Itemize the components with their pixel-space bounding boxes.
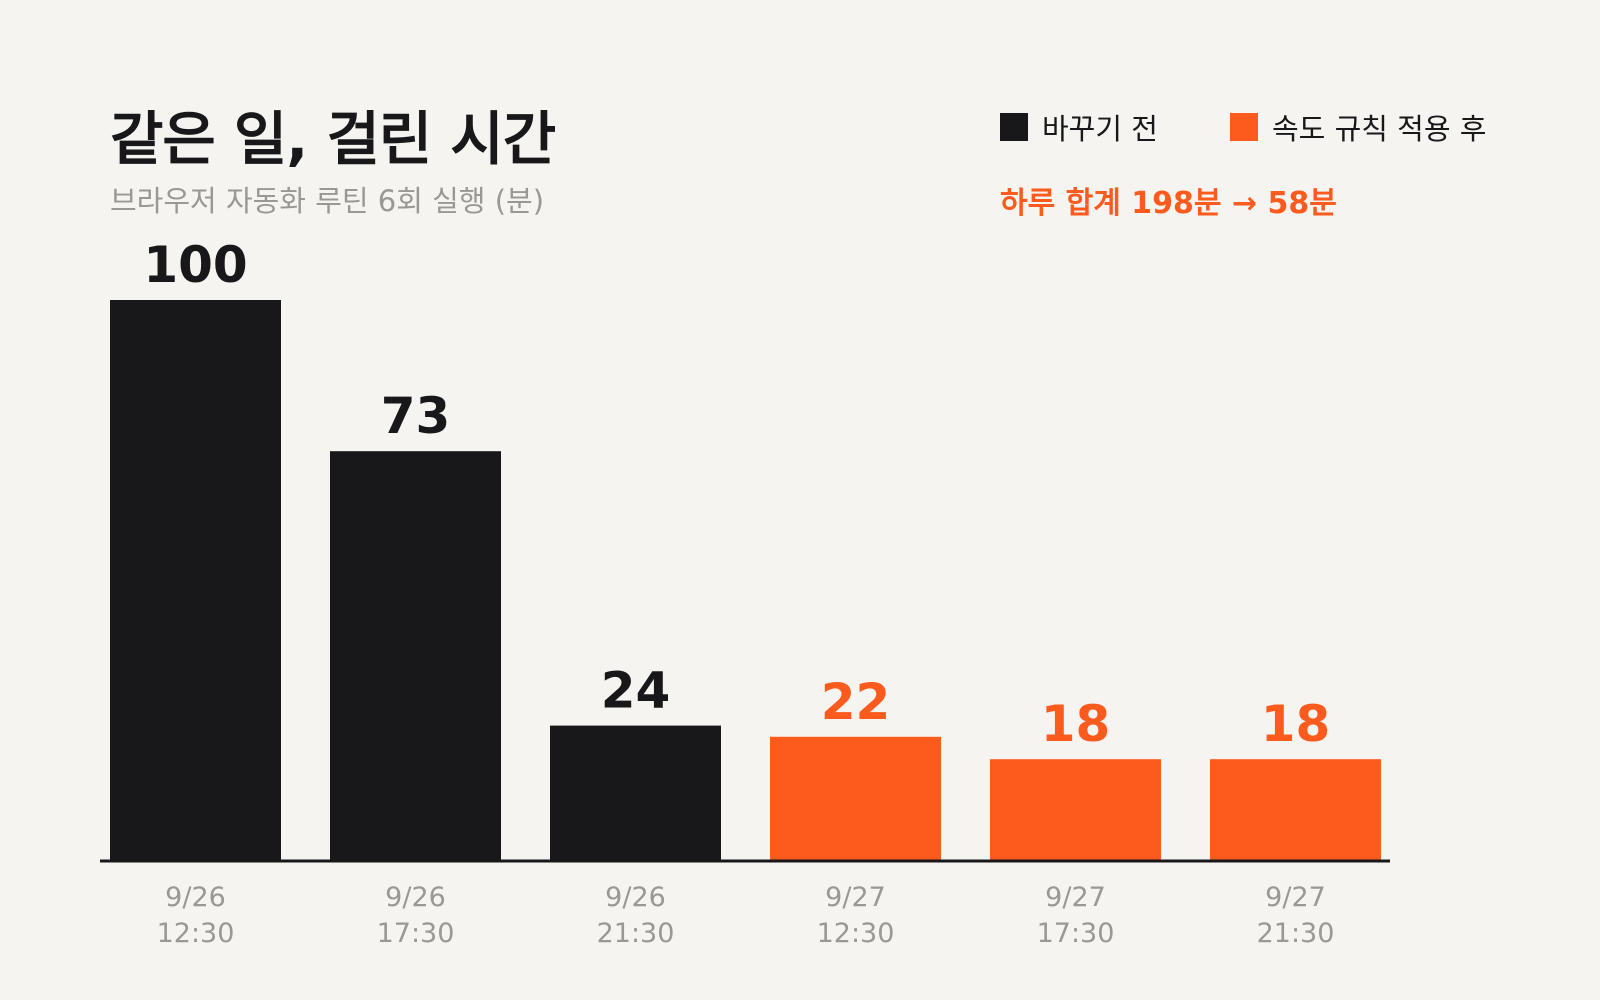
x-tick-time-1: 12:30 (157, 918, 235, 949)
legend-label-before: 바꾸기 전 (1042, 112, 1158, 146)
bar-4 (770, 736, 941, 860)
x-tick-time-5: 17:30 (1037, 918, 1115, 949)
bar-value-label-2: 73 (381, 387, 451, 445)
bar-6 (1210, 759, 1381, 860)
x-tick-time-2: 17:30 (377, 918, 455, 949)
x-tick-time-6: 21:30 (1257, 918, 1335, 949)
x-tick-date-1: 9/26 (165, 882, 226, 913)
legend-item-before: 바꾸기 전 (1000, 106, 1158, 148)
bar-value-label-3: 24 (601, 662, 671, 720)
bar-3 (550, 725, 721, 860)
summary-text: 하루 합계 198분 → 58분 (1000, 186, 1337, 221)
legend-item-after: 속도 규칙 적용 후 (1230, 106, 1486, 148)
chart-subtitle: 브라우저 자동화 루틴 6회 실행 (분) (110, 184, 545, 218)
x-tick-date-4: 9/27 (825, 882, 886, 913)
x-tick-date-3: 9/26 (605, 882, 666, 913)
bar-value-label-5: 18 (1041, 695, 1111, 753)
bar-value-label-4: 22 (821, 673, 891, 731)
chart-title: 같은 일, 걸린 시간 (110, 105, 556, 173)
bar-1 (110, 300, 281, 860)
bar-2 (330, 451, 501, 860)
legend-swatch-before (1000, 113, 1028, 141)
legend-swatch-after (1230, 113, 1258, 141)
x-tick-time-4: 12:30 (817, 918, 895, 949)
legend-label-after: 속도 규칙 적용 후 (1272, 112, 1487, 146)
x-tick-date-2: 9/26 (385, 882, 446, 913)
bar-value-label-1: 100 (143, 236, 247, 294)
x-tick-date-5: 9/27 (1045, 882, 1106, 913)
bar-value-label-6: 18 (1261, 695, 1331, 753)
x-tick-date-6: 9/27 (1265, 882, 1326, 913)
x-tick-time-3: 21:30 (597, 918, 675, 949)
bar-5 (990, 759, 1161, 860)
